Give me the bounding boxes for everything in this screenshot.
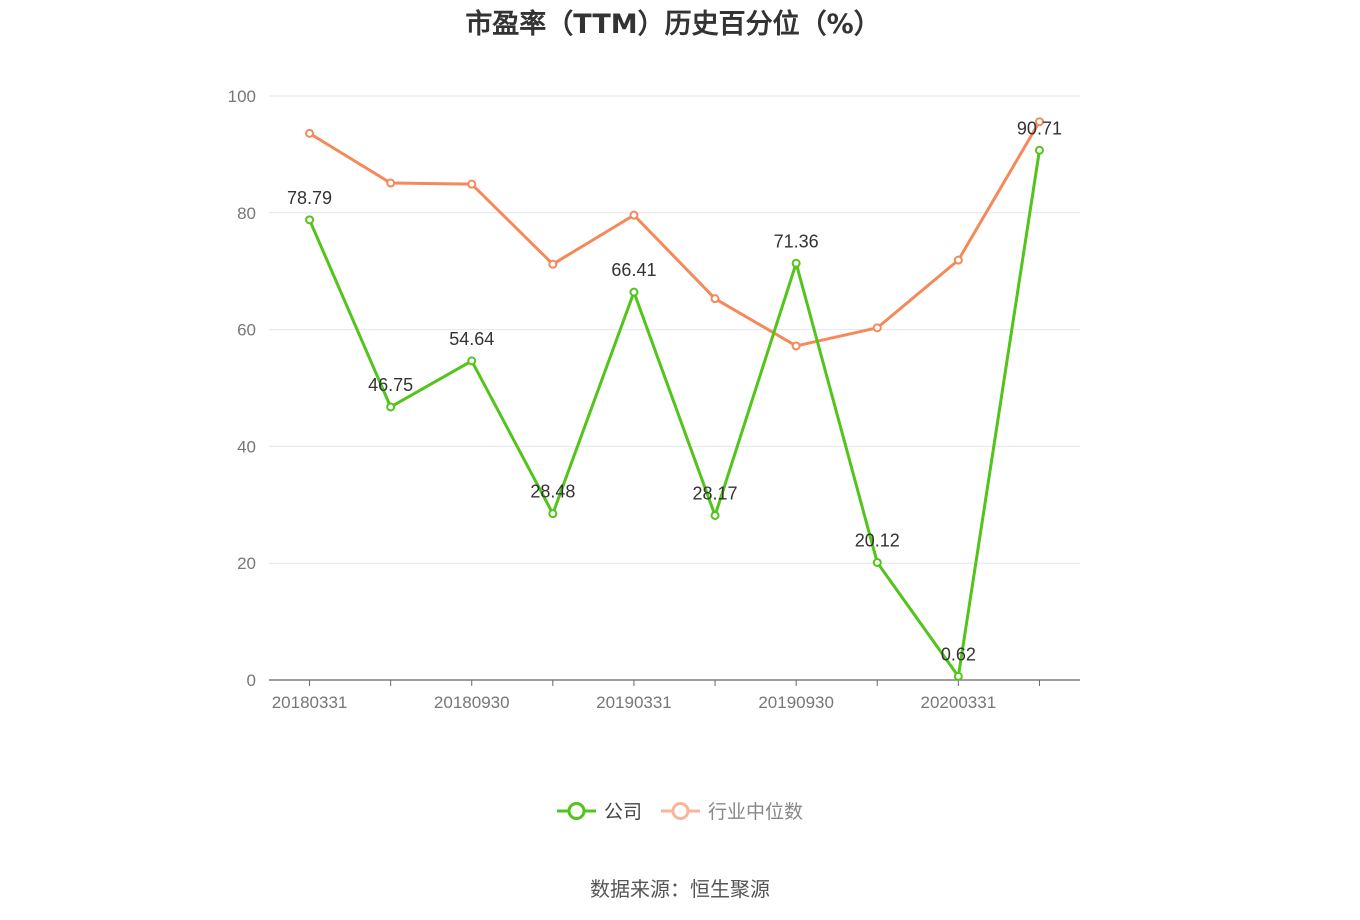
data-label: 28.48 [530, 482, 575, 502]
x-tick-label: 20190331 [596, 693, 672, 712]
data-point [629, 210, 639, 220]
y-tick-label: 40 [237, 437, 256, 456]
data-label: 71.36 [774, 231, 819, 251]
data-label: 66.41 [611, 260, 656, 280]
data-point [467, 179, 477, 189]
data-point [710, 294, 720, 304]
data-point [953, 255, 963, 265]
data-label: 20.12 [855, 530, 900, 550]
data-point [872, 557, 882, 567]
y-tick-label: 100 [228, 87, 256, 106]
series-line [308, 150, 1041, 678]
data-label: 0.62 [941, 644, 976, 664]
data-point [386, 402, 396, 412]
data-point [305, 128, 315, 138]
data-label: 78.79 [287, 188, 332, 208]
x-tick-label: 20180331 [272, 693, 348, 712]
series-lines [305, 117, 1044, 681]
chart-title: 市盈率（TTM）历史百分位（%） [465, 9, 881, 40]
data-point [710, 510, 720, 520]
data-point [629, 287, 639, 297]
data-point [386, 178, 396, 188]
data-point [1034, 145, 1044, 155]
data-point [467, 356, 477, 366]
legend-label: 公司 [604, 801, 642, 823]
data-label: 54.64 [449, 329, 494, 349]
axes: 0 20 40 60 80 100 20180331 20180930 20190331 2019… [228, 87, 1080, 712]
data-point [791, 258, 801, 268]
series-line [308, 120, 1041, 348]
data-label: 90.71 [1017, 118, 1062, 138]
y-tick-label: 0 [247, 671, 256, 690]
legend-swatch-marker [671, 802, 690, 820]
legend-swatch-marker [567, 802, 586, 820]
y-tick-label: 80 [237, 204, 256, 223]
data-source: 数据来源：恒生聚源 [590, 877, 770, 901]
y-tick-label: 20 [237, 554, 256, 573]
x-tick-label: 20200331 [921, 693, 997, 712]
data-point [305, 215, 315, 225]
data-point [953, 671, 963, 681]
grid-lines [269, 95, 1080, 564]
legend-item: 行业中位数 [661, 801, 803, 823]
data-label: 28.17 [693, 483, 738, 503]
legend-label: 行业中位数 [708, 801, 803, 823]
legend: 公司 行业中位数 [557, 801, 803, 823]
data-label: 46.75 [368, 375, 413, 395]
legend-item: 公司 [557, 801, 642, 823]
data-point [548, 259, 558, 269]
data-point [872, 323, 882, 333]
data-point [548, 509, 558, 519]
y-tick-label: 60 [237, 321, 256, 340]
data-labels: 78.79 46.75 54.64 28.48 66.41 28.17 71.36 20.12… [287, 118, 1062, 664]
data-point [1034, 117, 1044, 127]
data-point [791, 341, 801, 351]
x-tick-label: 20190930 [758, 693, 834, 712]
x-tick-label: 20180930 [434, 693, 510, 712]
